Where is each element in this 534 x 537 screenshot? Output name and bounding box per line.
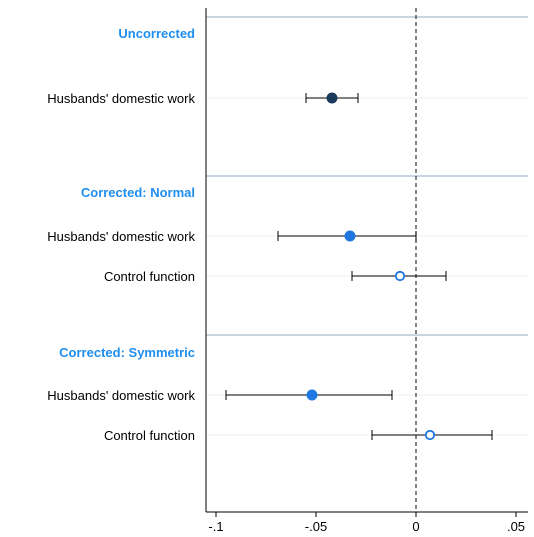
point-estimates [306,92,436,441]
point-estimate [306,389,318,401]
row-label: Husbands' domestic work [47,91,195,106]
group-separators [206,16,528,336]
point-estimate [344,230,356,242]
row-label: Control function [104,269,195,284]
x-tick-label: 0 [412,519,419,534]
group-title: Corrected: Normal [81,185,195,200]
x-tick-label: -.1 [208,519,223,534]
point-estimate [424,429,436,441]
group-title: Corrected: Symmetric [59,345,195,360]
labels: Uncorrected Husbands' domestic work Correc… [47,26,195,443]
x-tick-label: -.05 [305,519,327,534]
axes: -.1 -.05 0 .05 [205,8,528,534]
group-title: Uncorrected [118,26,195,41]
row-label: Control function [104,428,195,443]
grid-layer [206,97,528,436]
confidence-intervals [225,93,493,440]
x-tick-label: .05 [507,519,525,534]
row-label: Husbands' domestic work [47,388,195,403]
point-estimate [394,270,406,282]
row-label: Husbands' domestic work [47,229,195,244]
point-estimate [326,92,338,104]
